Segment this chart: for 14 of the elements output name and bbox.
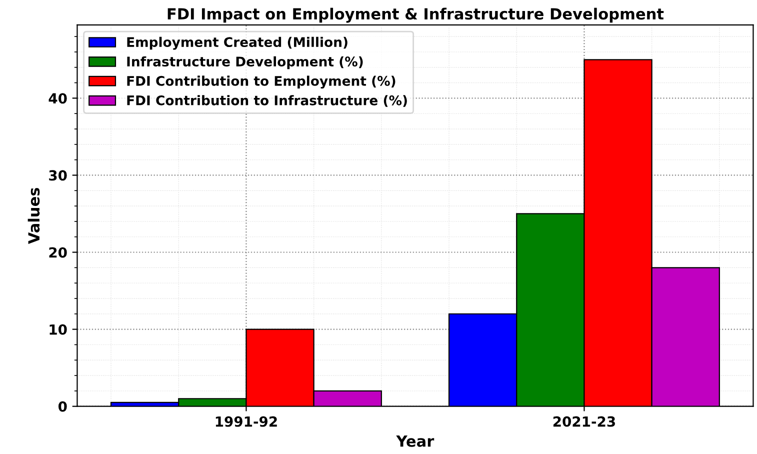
y-tick-label: 30 <box>49 170 67 181</box>
y-tick-label: 10 <box>50 324 67 335</box>
legend-label: Employment Created (Million) <box>127 36 348 50</box>
legend-label: FDI Contribution to Employment (%) <box>127 76 396 89</box>
legend-label: Infrastructure Development (%) <box>127 56 363 70</box>
x-tick-label: 1991-92 <box>216 416 277 427</box>
y-axis-title: Values <box>28 188 40 244</box>
legend-label: FDI Contribution to Infrastructure (%) <box>127 95 407 107</box>
y-tick-label: 40 <box>48 93 67 104</box>
chart-title: FDI Impact on Employment & Infrastructure Development <box>168 8 664 23</box>
x-tick-label: 2021-23 <box>553 416 615 427</box>
x-axis-title: Year <box>396 436 434 447</box>
y-tick-label: 20 <box>49 247 67 258</box>
y-tick-label: 0 <box>58 401 67 412</box>
